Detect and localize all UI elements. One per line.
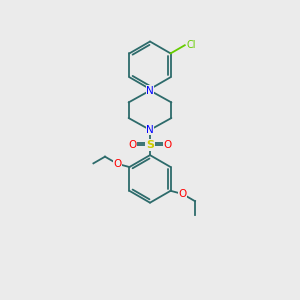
- Text: O: O: [129, 140, 137, 150]
- Text: N: N: [146, 125, 154, 135]
- Text: S: S: [146, 140, 154, 150]
- Text: N: N: [146, 85, 154, 96]
- Text: O: O: [163, 140, 171, 150]
- Text: O: O: [113, 159, 122, 169]
- Text: Cl: Cl: [186, 40, 196, 50]
- Text: O: O: [178, 189, 187, 199]
